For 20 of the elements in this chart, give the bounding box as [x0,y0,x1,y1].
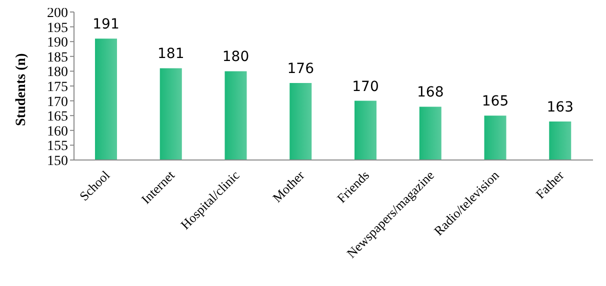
data-label: 170 [352,78,379,95]
data-label: 191 [92,16,120,33]
y-tick-label: 155 [47,139,68,154]
data-label: 176 [287,61,314,78]
data-label: 181 [158,46,184,62]
y-tick-label: 160 [47,124,68,140]
y-tick-label: 195 [47,20,68,36]
y-tick-label: 190 [47,36,68,51]
y-tick-label: 185 [47,50,68,66]
y-axis-title: Students (n) [14,52,29,126]
y-tick-label: 170 [47,94,68,110]
y-tick-label: 175 [47,80,68,95]
y-tick-label: 200 [47,6,68,21]
data-label: 168 [417,84,444,101]
data-label: 165 [482,94,509,110]
y-tick-label: 150 [47,154,68,169]
data-label: 180 [222,49,250,66]
data-label: 163 [546,100,574,116]
y-tick-label: 165 [47,110,68,125]
y-tick-label: 180 [47,65,68,80]
